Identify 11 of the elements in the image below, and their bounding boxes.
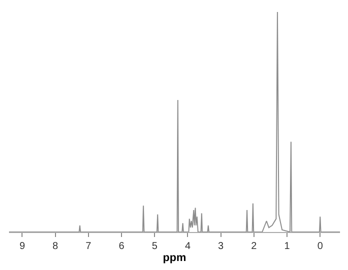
x-tick-label: 0 — [317, 241, 324, 252]
x-tick-label: 2 — [251, 241, 258, 252]
x-tick-label: 1 — [284, 241, 290, 252]
x-tick-label: 3 — [218, 241, 224, 252]
x-axis-title: ppm — [162, 252, 186, 264]
x-tick-label: 7 — [86, 241, 92, 252]
x-tick-label: 8 — [52, 241, 59, 252]
x-tick-label: 9 — [19, 241, 26, 252]
x-tick-label: 6 — [118, 241, 125, 252]
x-tick-label: 5 — [152, 241, 158, 252]
x-tick-label: 4 — [184, 241, 191, 252]
